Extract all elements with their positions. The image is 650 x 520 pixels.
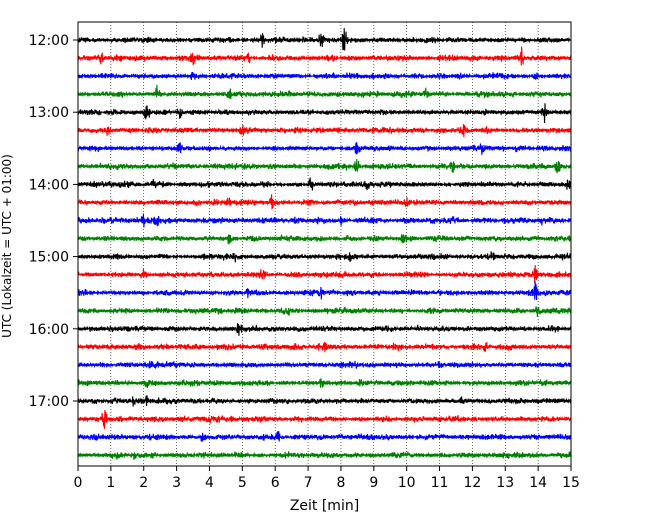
trace-1415 — [77, 194, 572, 210]
x-tick-label: 15 — [562, 475, 580, 491]
y-tick-label: 15:00 — [29, 250, 69, 266]
trace-1545 — [77, 306, 572, 318]
x-tick-label: 3 — [172, 475, 181, 491]
trace-1345 — [77, 158, 572, 174]
trace-1615 — [77, 341, 572, 353]
trace-1730 — [77, 431, 572, 442]
y-axis-label: UTC (Lokalzeit = UTC + 01:00) — [0, 154, 14, 338]
trace-1430 — [77, 213, 572, 228]
trace-group — [77, 28, 572, 460]
x-tick-label: 11 — [431, 475, 449, 491]
trace-1530 — [77, 281, 572, 300]
y-axis-ticks: 12:00 13:00 14:00 15:00 16:00 17:00 — [29, 33, 78, 410]
x-tick-label: 9 — [369, 475, 378, 491]
y-tick-label: 13:00 — [29, 105, 69, 121]
trace-1700 — [77, 395, 572, 407]
x-tick-label: 8 — [336, 475, 345, 491]
x-tick-label: 13 — [496, 475, 514, 491]
x-tick-label: 1 — [106, 475, 115, 491]
trace-1645 — [77, 378, 572, 389]
y-tick-label: 14:00 — [29, 177, 69, 193]
trace-1300 — [77, 103, 572, 123]
x-tick-label: 2 — [139, 475, 148, 491]
trace-1215 — [77, 46, 572, 66]
trace-1245 — [77, 84, 572, 99]
trace-1715 — [77, 410, 572, 429]
y-tick-label: 12:00 — [29, 33, 69, 49]
x-tick-label: 5 — [238, 475, 247, 491]
trace-1600 — [77, 323, 572, 336]
trace-1630 — [77, 360, 572, 369]
x-tick-label: 0 — [74, 475, 83, 491]
trace-1445 — [77, 234, 572, 245]
x-axis-label: Zeit [min] — [290, 498, 359, 514]
x-axis-ticks: 0 1 2 3 4 5 6 7 8 9 10 11 12 13 14 15 — [74, 466, 580, 491]
plot-frame — [77, 21, 572, 467]
trace-1400 — [77, 177, 572, 191]
x-tick-label: 4 — [205, 475, 214, 491]
x-tick-label: 14 — [529, 475, 547, 491]
trace-1500 — [77, 251, 572, 263]
x-tick-label: 10 — [398, 475, 416, 491]
x-tick-label: 7 — [304, 475, 313, 491]
vertical-grid-lines — [110, 22, 539, 466]
trace-1745 — [77, 451, 572, 460]
y-tick-label: 16:00 — [29, 322, 69, 338]
trace-1315 — [77, 124, 572, 137]
trace-1330 — [77, 142, 572, 155]
trace-1200 — [77, 28, 572, 51]
y-tick-label: 17:00 — [29, 394, 69, 410]
trace-1230 — [77, 72, 572, 80]
trace-1515 — [77, 264, 572, 284]
x-tick-label: 6 — [271, 475, 280, 491]
x-tick-label: 12 — [463, 475, 481, 491]
